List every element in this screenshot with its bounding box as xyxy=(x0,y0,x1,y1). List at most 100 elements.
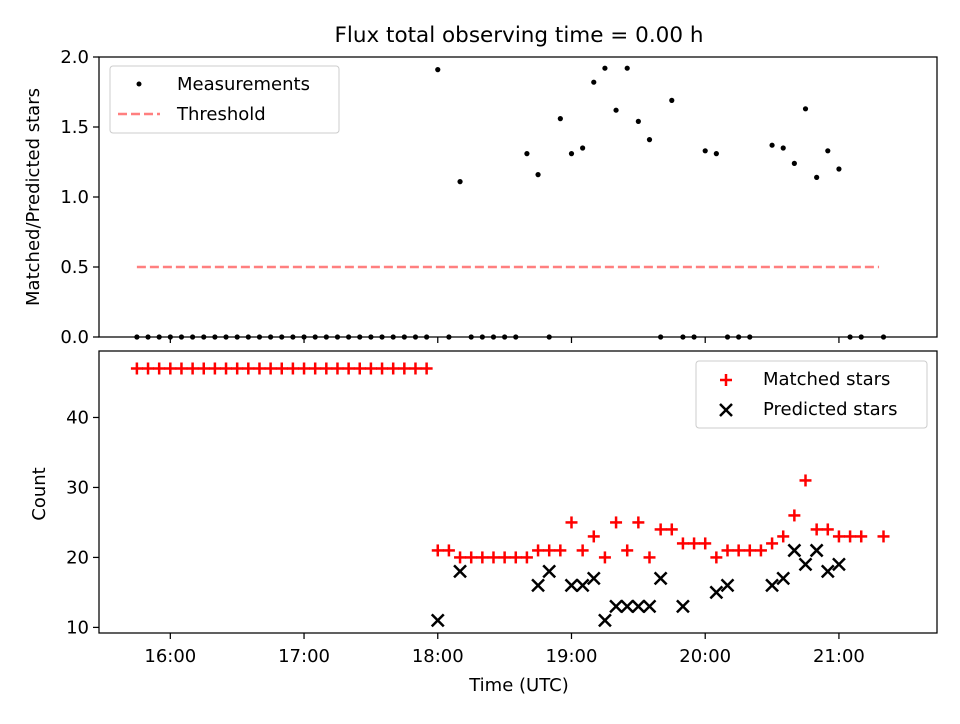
bottom-y-tick-label: 20 xyxy=(66,547,89,568)
predicted-star-point xyxy=(832,557,846,572)
measurement-point xyxy=(646,137,653,143)
matched-star-point xyxy=(364,362,377,375)
matched-star-point xyxy=(554,544,567,557)
bottom-y-tick-label: 10 xyxy=(66,617,89,638)
matched-star-point xyxy=(153,362,166,375)
matched-star-point xyxy=(286,362,299,375)
bottom-axes-frame xyxy=(98,350,938,634)
predicted-star-point xyxy=(798,557,813,572)
legend-measurements-label: Measurements xyxy=(177,74,310,95)
legend-predicted-marker xyxy=(719,403,733,417)
measurement-point xyxy=(557,116,563,122)
matched-star-point xyxy=(175,362,188,375)
matched-star-point xyxy=(844,530,857,543)
matched-star-point xyxy=(465,551,478,564)
matched-star-point xyxy=(855,530,868,543)
matched-star-point xyxy=(688,537,701,550)
bottom-y-tick-label: 30 xyxy=(66,477,89,498)
matched-star-point xyxy=(298,362,311,375)
matched-star-point xyxy=(331,362,344,375)
legend-threshold-label: Threshold xyxy=(176,104,266,125)
matched-star-point xyxy=(676,537,689,550)
bottom-x-ticks: 16:00 17:00 18:00 19:00 20:00 21:00 xyxy=(144,633,865,667)
measurement-point xyxy=(669,97,675,103)
matched-star-point xyxy=(376,362,389,375)
matched-star-point xyxy=(610,516,623,529)
measurement-point xyxy=(802,106,809,112)
matched-star-point xyxy=(532,544,545,557)
top-y-tick-label: 1.0 xyxy=(60,187,89,208)
measurement-point xyxy=(591,79,597,85)
matched-star-point xyxy=(275,362,288,375)
matched-star-point xyxy=(710,551,723,564)
measurement-point xyxy=(568,151,575,157)
matched-star-point xyxy=(821,523,834,536)
top-y-axis-label: Matched/Predicted stars xyxy=(23,88,44,306)
x-tick-label: 16:00 xyxy=(144,646,196,667)
measurement-point xyxy=(613,107,619,113)
matched-star-point xyxy=(130,362,143,375)
bottom-y-ticks: 10 20 30 40 xyxy=(66,407,99,638)
predicted-star-point xyxy=(586,571,601,586)
matched-star-point xyxy=(353,362,366,375)
x-axis-label: Time (UTC) xyxy=(468,675,569,696)
x-tick-label: 20:00 xyxy=(679,646,731,667)
bottom-data-layer xyxy=(130,362,890,628)
matched-star-point xyxy=(832,530,845,543)
top-y-ticks: 0.0 0.5 1.0 1.5 2.0 xyxy=(60,47,99,348)
predicted-star-point xyxy=(787,543,802,558)
top-legend-box xyxy=(109,65,340,134)
matched-star-point xyxy=(476,551,489,564)
measurement-point xyxy=(635,118,641,124)
measurement-point xyxy=(780,145,786,151)
matched-star-point xyxy=(454,551,467,564)
matched-star-point xyxy=(777,530,790,543)
matched-star-point xyxy=(342,362,355,375)
legend-predicted-label: Predicted stars xyxy=(763,399,897,420)
x-tick-label: 17:00 xyxy=(278,646,330,667)
matched-star-point xyxy=(587,530,600,543)
bottom-y-tick-label: 40 xyxy=(66,407,89,428)
measurement-point xyxy=(624,65,630,71)
matched-star-point xyxy=(766,537,779,550)
matched-star-point xyxy=(197,362,210,375)
top-axes: 0.00.51.01.52.0 Matched/Predicted stars … xyxy=(23,47,938,348)
measurement-point xyxy=(769,142,775,148)
matched-star-point xyxy=(309,362,322,375)
matched-star-point xyxy=(253,362,266,375)
bottom-legend: Matched stars Predicted stars xyxy=(695,360,928,429)
matched-star-point xyxy=(654,523,667,536)
matched-star-point xyxy=(576,544,589,557)
top-y-tick-label: 1.5 xyxy=(60,117,89,138)
legend-matched-marker xyxy=(720,374,732,386)
measurement-point xyxy=(814,174,820,180)
predicted-star-point xyxy=(642,599,657,614)
matched-star-point xyxy=(498,551,511,564)
predicted-star-point xyxy=(820,564,835,579)
predicted-star-point xyxy=(620,599,635,614)
measurement-point xyxy=(702,148,708,154)
bottom-y-axis-label: Count xyxy=(29,467,50,520)
measurement-point xyxy=(435,67,441,73)
matched-star-point xyxy=(598,551,611,564)
matched-star-point xyxy=(621,544,634,557)
measurement-point xyxy=(713,151,719,157)
matched-star-point xyxy=(721,544,734,557)
top-y-tick-label: 2.0 xyxy=(60,47,89,68)
predicted-star-point xyxy=(453,564,467,579)
matched-star-point xyxy=(398,362,411,375)
measurement-point xyxy=(602,65,608,71)
chart-title: Flux total observing time = 0.00 h xyxy=(335,23,704,48)
predicted-star-point xyxy=(709,585,724,600)
predicted-star-point xyxy=(531,578,545,593)
bottom-legend-box xyxy=(695,360,928,429)
matched-star-point xyxy=(743,544,756,557)
matched-star-point xyxy=(231,362,244,375)
predicted-star-point xyxy=(653,571,668,586)
measurement-point xyxy=(825,148,831,154)
legend-measurements-marker xyxy=(136,81,142,87)
predicted-star-point xyxy=(575,578,590,593)
matched-star-point xyxy=(665,523,678,536)
